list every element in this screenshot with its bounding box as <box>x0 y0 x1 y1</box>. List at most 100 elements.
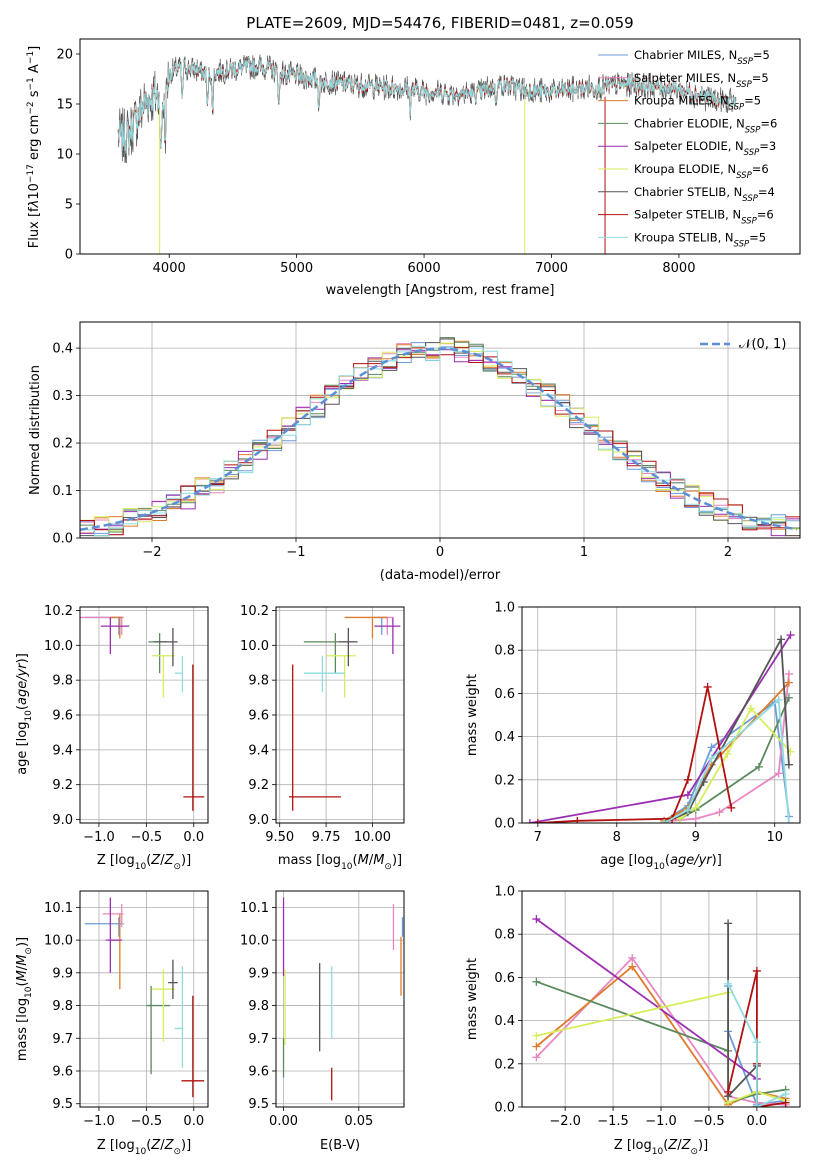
y-axis-label: Normed distribution <box>28 365 43 495</box>
plus-marker <box>784 669 793 678</box>
x-axis-label-part: Z <box>164 853 175 868</box>
y-tick-label: 9.9 <box>248 966 269 981</box>
data-point <box>174 655 184 693</box>
ticks-spectrum: 4000 5000 6000 7000 8000 0 5 10 15 20 <box>56 48 695 277</box>
series-chabrier-miles <box>660 698 793 823</box>
axes-frame <box>521 606 801 824</box>
y-axis-label: mass weight <box>465 958 480 1040</box>
axes-age_vs_mass: 9.50 9.75 10.00 9.0 9.2 9.4 9.6 9.8 10.0 10.2 <box>240 604 405 845</box>
data-point <box>110 616 122 639</box>
axes-frame <box>79 606 209 824</box>
x-tick-label: 1 <box>580 545 588 560</box>
series-line <box>727 923 758 1107</box>
y-tick-label: 5 <box>65 198 73 213</box>
x-axis-label-part: Z [log <box>614 1138 652 1153</box>
series-line <box>535 918 758 1107</box>
y-axis-label-part: 10 <box>27 183 42 200</box>
y-tick-label: 10.1 <box>240 901 269 916</box>
legend-label-n: =5 <box>749 230 766 244</box>
x-axis-label-part: 10 <box>135 862 147 872</box>
y-tick-label: 0.8 <box>494 644 515 659</box>
axes-frame <box>275 606 405 824</box>
x-axis-label-part: ( <box>353 853 358 868</box>
x-axis-label-part: M <box>373 853 384 868</box>
y-tick-label: 10.1 <box>44 901 73 916</box>
y-tick-label: 0.6 <box>494 687 515 702</box>
y-tick-label: 20 <box>56 48 73 63</box>
x-tick-label: −1.0 <box>83 830 115 845</box>
y-tick-label: 0.4 <box>52 342 73 357</box>
data-point <box>344 616 388 639</box>
plus-marker <box>683 790 692 799</box>
plus-marker <box>707 743 716 752</box>
x-axis-label-part: ( <box>146 1138 151 1153</box>
x-tick-label: 8 <box>613 830 621 845</box>
y-tick-label: 9.4 <box>248 743 269 758</box>
plus-marker <box>628 962 637 971</box>
y-tick-label: 0 <box>65 248 73 263</box>
axes-age_vs_Z: −1.0 −0.5 0.0 9.0 9.2 9.4 9.6 9.8 10.0 10.2 <box>44 604 209 845</box>
x-axis-label: Z [log10(Z/Z⊙)] <box>97 853 191 872</box>
y-axis-label-part: 10 <box>24 710 34 722</box>
y-tick-label: 10.0 <box>44 639 73 654</box>
plus-marker <box>723 749 732 758</box>
x-axis-label-part: mass [log <box>278 853 341 868</box>
residual-legend: 𝒩(0, 1) <box>700 337 786 352</box>
legend-label: Salpeter STELIB, NSSP=6 <box>634 208 774 227</box>
plus-marker <box>683 775 692 784</box>
x-axis-label: (data-model)/error <box>380 568 501 583</box>
x-tick-label: 6000 <box>408 261 441 276</box>
data-point <box>152 655 175 698</box>
series-line <box>663 698 790 823</box>
x-tick-label: −1.0 <box>83 1114 115 1129</box>
x-axis-label-part: ⊙ <box>384 862 392 872</box>
x-axis-label: Z [log10(Z/Z⊙)] <box>614 1138 708 1157</box>
data-point <box>168 959 178 999</box>
legend-label: Chabrier ELODIE, NSSP=6 <box>634 116 777 135</box>
legend-label: Kroupa ELODIE, NSSP=6 <box>634 162 769 181</box>
plus-marker <box>573 816 582 823</box>
x-axis-label-part: / <box>160 1138 165 1153</box>
y-tick-label: 9.8 <box>248 999 269 1014</box>
x-tick-label: −0.5 <box>693 1114 725 1129</box>
y-axis-label: Flux [fλ10−17 erg cm−2 s−1 A−1] <box>26 46 42 248</box>
plus-marker <box>774 769 783 778</box>
legend-label-n: =5 <box>753 48 770 62</box>
legend-label-text: Kroupa MILES, N <box>634 94 729 108</box>
x-axis-label-part: M <box>358 853 369 868</box>
x-axis-label-part: age [log <box>600 853 653 868</box>
y-axis-label-part: )] <box>15 937 30 947</box>
series-line <box>663 681 790 822</box>
data-point <box>84 917 124 937</box>
legend-label: Kroupa STELIB, NSSP=5 <box>634 230 766 249</box>
series-kroupa-miles <box>660 678 793 823</box>
legend-label-sub: SSP <box>736 80 752 90</box>
x-axis-label-part: Z <box>681 1138 692 1153</box>
x-tick-label: 10 <box>766 830 783 845</box>
legend-label-text: Salpeter ELODIE, N <box>634 139 744 153</box>
data-point <box>326 655 356 698</box>
x-axis-label-part: ⊙ <box>173 862 181 872</box>
plus-marker <box>715 808 724 817</box>
y-tick-label: 0.0 <box>494 817 515 832</box>
plus-marker <box>727 803 736 812</box>
y-tick-label: 9.9 <box>52 966 73 981</box>
legend-label-sub: SSP <box>741 217 757 227</box>
y-axis-label-part: ⊙ <box>24 947 34 955</box>
ticks-weight_vs_Z: −2.0 −1.5 −1.0 −0.5 0.0 0.0 0.2 0.4 0.6 0.8 1.0 <box>494 885 767 1130</box>
data-point <box>146 985 171 1075</box>
axes-frame <box>275 890 405 1108</box>
y-tick-label: 0.8 <box>494 928 515 943</box>
plus-marker <box>628 953 637 962</box>
y-tick-label: 10.2 <box>240 604 269 619</box>
data-point <box>152 969 175 1042</box>
legend-label-text: Chabrier STELIB, N <box>634 185 742 199</box>
data-point <box>174 966 184 1068</box>
y-axis-label-part: Flux [f <box>27 207 42 248</box>
plus-marker <box>691 814 700 823</box>
y-axis-label-part: age/yr <box>15 662 30 705</box>
data-point <box>183 664 205 811</box>
x-axis-label-part: / <box>160 853 165 868</box>
data-point <box>110 913 122 990</box>
